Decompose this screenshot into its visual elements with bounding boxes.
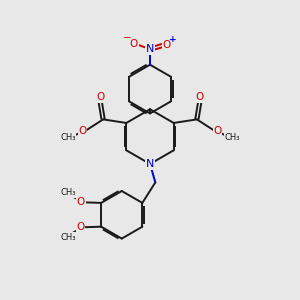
Text: O: O xyxy=(130,39,138,49)
Text: +: + xyxy=(169,35,177,44)
Text: O: O xyxy=(77,197,85,207)
Text: O: O xyxy=(79,126,87,136)
Text: CH₃: CH₃ xyxy=(60,188,76,197)
Text: O: O xyxy=(76,222,85,232)
Text: N: N xyxy=(146,159,154,169)
Text: CH₃: CH₃ xyxy=(224,133,240,142)
Text: CH₃: CH₃ xyxy=(60,133,76,142)
Text: O: O xyxy=(163,40,171,50)
Text: O: O xyxy=(96,92,104,102)
Text: −: − xyxy=(123,33,132,43)
Text: O: O xyxy=(196,92,204,102)
Text: O: O xyxy=(213,126,221,136)
Text: CH₃: CH₃ xyxy=(60,232,76,242)
Text: N: N xyxy=(146,44,154,54)
